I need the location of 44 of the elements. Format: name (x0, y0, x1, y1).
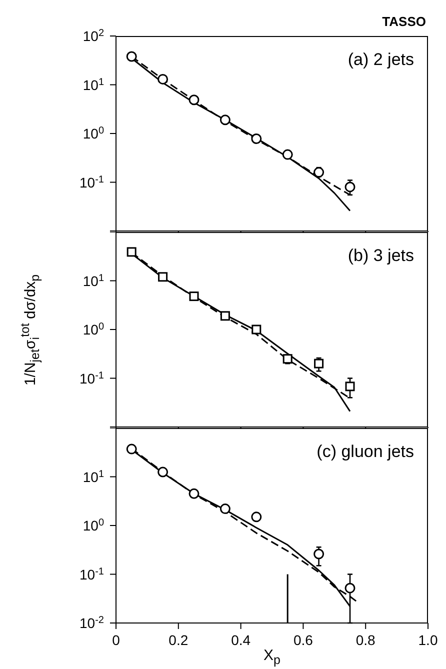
annotation: (c) gluon jets (316, 442, 414, 462)
x-tick-label: 0.2 (168, 632, 188, 648)
y-tick-label: 10$^{0}$ (82, 321, 104, 338)
y-tick-label: 10$^{1}$ (82, 272, 104, 289)
point (126, 247, 136, 257)
point (220, 311, 230, 321)
point (126, 444, 137, 454)
point (126, 51, 137, 62)
x-tick-label: 0.8 (356, 632, 376, 648)
annotation: (b) 3 jets (348, 246, 414, 266)
point (188, 94, 200, 106)
point (158, 74, 168, 84)
y-tick-label: 10$^{0}$ (82, 517, 104, 534)
point (251, 512, 262, 522)
point (252, 324, 262, 334)
x-axis-title: X$_{p}$ (262, 647, 282, 667)
point (344, 182, 356, 192)
y-tick-label: 10$^{1}$ (82, 76, 104, 93)
point (158, 466, 168, 478)
y-tick-label: 10$^{-1}$ (80, 370, 104, 386)
y-tick-label: 10$^{1}$ (82, 468, 104, 485)
point (345, 382, 355, 392)
x-tick-label: 0 (112, 632, 120, 648)
point (220, 504, 230, 514)
y-tick-label: 10$^{-1}$ (80, 174, 104, 190)
point (282, 149, 293, 160)
point (314, 358, 324, 368)
point (251, 134, 262, 144)
y-tick-label: 10$^{-1}$ (80, 566, 104, 582)
y-tick-label: 10$^{2}$ (82, 28, 104, 44)
point (314, 548, 324, 560)
x-tick-label: 0.4 (231, 632, 251, 648)
annotation: (a) 2 jets (348, 50, 414, 70)
x-tick-label: 0.6 (293, 632, 314, 648)
point (220, 114, 230, 126)
y-tick-label: 10$^{0}$ (82, 125, 104, 142)
point (314, 167, 324, 178)
y-tick-label: 10$^{-2}$ (80, 614, 104, 631)
point (188, 488, 200, 499)
point (189, 292, 199, 302)
chart-title: TASSO (382, 14, 426, 29)
point (158, 272, 168, 282)
point (344, 582, 356, 594)
x-tick-label: 1.0 (418, 632, 438, 648)
